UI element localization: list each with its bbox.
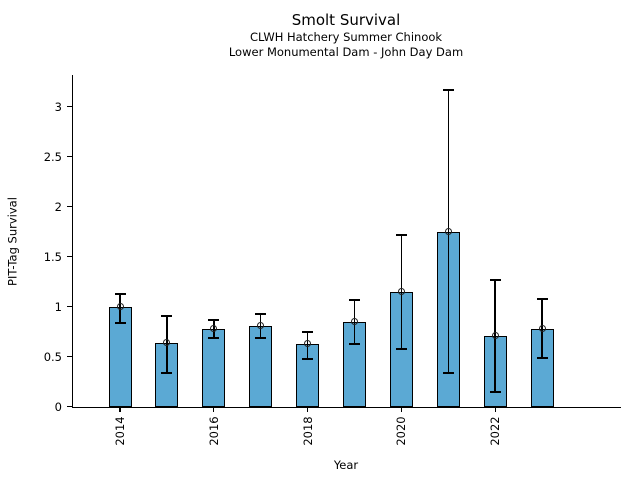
x-tick-mark [213, 407, 215, 413]
error-cap-top-2016 [208, 319, 220, 321]
mean-marker-2022 [491, 332, 499, 340]
y-tick-label: 1.5 [43, 249, 62, 264]
y-tick-mark [66, 306, 72, 308]
y-tick-label: 2.5 [43, 149, 62, 164]
x-tick-mark [494, 407, 496, 413]
mean-marker-2023 [538, 325, 546, 333]
x-tick-mark [119, 407, 121, 413]
error-cap-bottom-2022 [489, 391, 501, 393]
x-tick-label: 2022 [488, 416, 503, 446]
x-tick-label: 2018 [300, 416, 315, 446]
chart-title: Smolt Survival [291, 11, 401, 29]
y-tick-mark [66, 356, 72, 358]
error-cap-bottom-2021 [442, 372, 454, 374]
x-tick-label: 2020 [394, 416, 409, 446]
chart-subtitle-line2: Lower Monumental Dam - John Day Dam [228, 44, 464, 59]
mean-marker-2017 [257, 322, 265, 330]
y-tick-mark [66, 106, 72, 108]
y-axis-spine [71, 74, 73, 408]
error-cap-top-2019 [349, 299, 360, 301]
mean-marker-2014 [116, 303, 124, 311]
title-block: Smolt Survival CLWH Hatchery Summer Chin… [72, 11, 620, 59]
mean-marker-2016 [210, 325, 218, 333]
error-cap-bottom-2017 [255, 337, 267, 339]
error-cap-top-2022 [489, 279, 501, 281]
mean-marker-2020 [397, 288, 405, 296]
x-axis-spine [71, 406, 621, 408]
y-tick-mark [66, 256, 72, 258]
error-cap-top-2017 [255, 313, 267, 315]
mean-marker-2019 [351, 318, 358, 326]
mean-marker-2015 [163, 339, 171, 347]
error-cap-top-2018 [302, 331, 314, 333]
error-cap-bottom-2014 [114, 322, 126, 324]
y-axis-label: PIT-Tag Survival [5, 197, 20, 286]
y-tick-label: 0 [54, 399, 62, 414]
x-tick-label: 2014 [113, 416, 127, 446]
y-tick-mark [66, 206, 72, 208]
y-tick-mark [66, 406, 72, 408]
error-cap-top-2014 [114, 293, 126, 295]
x-tick-mark [400, 407, 402, 413]
x-axis-label: Year [333, 458, 359, 472]
error-cap-bottom-2018 [302, 358, 314, 360]
bar-2016 [202, 328, 226, 407]
y-tick-label: 0.5 [43, 349, 62, 364]
y-tick-label: 1 [54, 299, 62, 314]
error-cap-top-2023 [536, 298, 548, 300]
y-tick-label: 3 [54, 99, 62, 114]
error-cap-bottom-2020 [395, 348, 407, 350]
x-tick-label: 2016 [206, 416, 221, 446]
error-cap-bottom-2023 [536, 357, 548, 359]
error-cap-bottom-2015 [161, 372, 173, 374]
mean-marker-2021 [444, 228, 452, 236]
y-tick-mark [66, 156, 72, 158]
error-cap-bottom-2019 [349, 343, 360, 345]
mean-marker-2018 [304, 340, 312, 348]
y-tick-label: 2 [54, 199, 62, 214]
error-cap-top-2021 [442, 89, 454, 91]
error-cap-top-2020 [395, 234, 407, 236]
error-cap-top-2015 [161, 315, 173, 317]
error-cap-bottom-2016 [208, 337, 220, 339]
x-tick-mark [307, 407, 309, 413]
chart-subtitle-line1: CLWH Hatchery Summer Chinook [249, 30, 443, 44]
